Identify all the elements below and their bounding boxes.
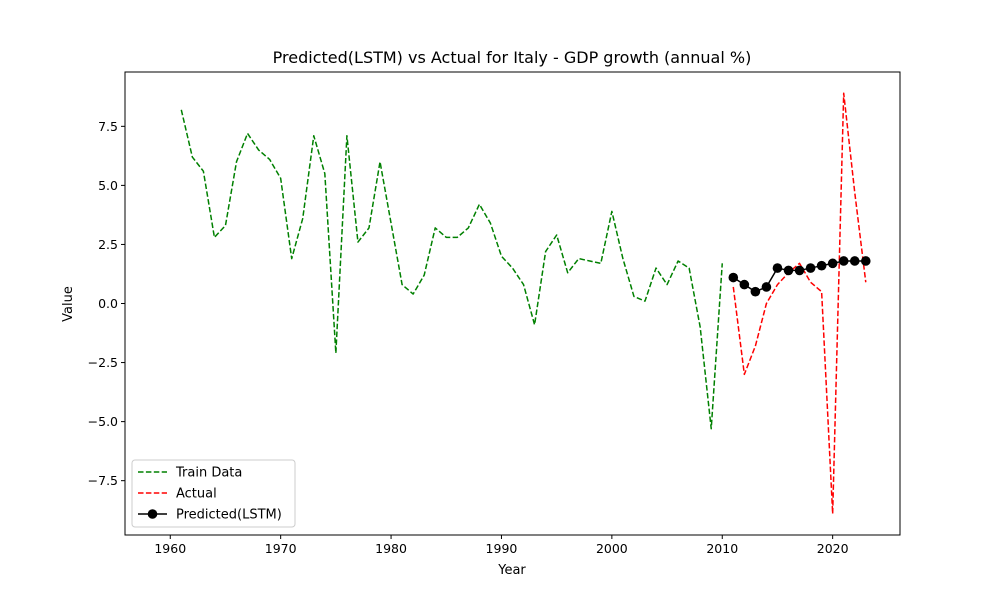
x-tick-label: 1990 [486, 541, 518, 556]
chart-title: Predicted(LSTM) vs Actual for Italy - GD… [273, 48, 752, 67]
data-point [849, 256, 860, 266]
y-axis-title: Value [61, 286, 76, 322]
x-tick-label: 2010 [706, 541, 738, 556]
legend: Train Data Actual Predicted(LSTM) [131, 459, 296, 528]
x-tick-label: 1970 [265, 541, 297, 556]
data-point [783, 265, 794, 276]
legend-box [131, 459, 296, 528]
data-point [816, 260, 827, 271]
data-point [739, 279, 750, 290]
data-point [772, 263, 783, 273]
y-tick-label: 2.5 [98, 237, 118, 252]
y-tick-label: 0.0 [98, 296, 118, 311]
data-point [860, 256, 871, 266]
y-tick-label: −5.0 [88, 414, 118, 429]
legend-label: Predicted(LSTM) [176, 508, 282, 523]
x-tick-label: 1980 [375, 541, 407, 556]
x-tick-label: 2020 [817, 541, 849, 556]
y-tick-label: 5.0 [98, 178, 118, 193]
legend-label: Actual [176, 487, 217, 502]
y-tick-label: −2.5 [88, 355, 118, 370]
y-tick-label: 7.5 [98, 119, 118, 134]
data-point [827, 258, 838, 269]
series-line-actual [732, 92, 867, 515]
x-tick-label: 1960 [154, 541, 186, 556]
plot-area: 1960 1970 1980 1990 2000 2010 2020 −7.5 −5.0 −2.5… [88, 71, 901, 556]
data-point [805, 263, 816, 273]
x-axis-title: Year [497, 563, 526, 578]
data-point [761, 282, 772, 292]
data-point [728, 272, 739, 283]
x-tick-label: 2000 [596, 541, 628, 556]
data-point [750, 286, 761, 297]
legend-marker [147, 509, 158, 519]
legend-label: Train Data [175, 466, 242, 481]
y-tick-label: −7.5 [88, 473, 118, 488]
data-point [838, 256, 849, 266]
data-point [794, 265, 805, 276]
